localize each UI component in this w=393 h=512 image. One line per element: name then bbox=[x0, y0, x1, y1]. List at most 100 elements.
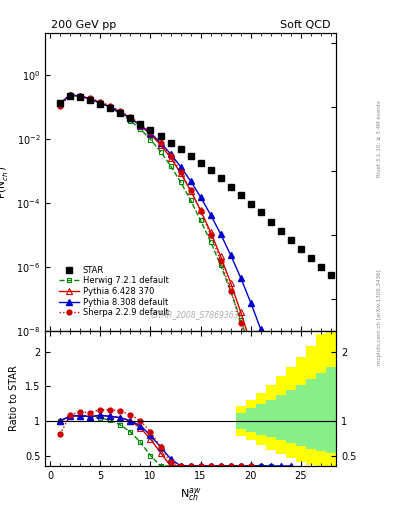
Sherpa 2.2.9 default bbox=[239, 319, 243, 326]
Pythia 8.308 default bbox=[78, 93, 83, 99]
STAR bbox=[88, 97, 93, 103]
Y-axis label: Ratio to STAR: Ratio to STAR bbox=[9, 366, 19, 431]
Sherpa 2.2.9 default bbox=[78, 93, 83, 99]
Pythia 8.308 default bbox=[108, 104, 113, 110]
STAR bbox=[329, 272, 333, 278]
Pythia 8.308 default bbox=[168, 151, 173, 157]
STAR bbox=[158, 133, 163, 139]
Herwig 7.2.1 default bbox=[168, 163, 173, 169]
Herwig 7.2.1 default bbox=[219, 262, 223, 268]
STAR bbox=[239, 192, 243, 198]
Herwig 7.2.1 default bbox=[198, 218, 203, 224]
Herwig 7.2.1 default bbox=[108, 105, 113, 111]
Sherpa 2.2.9 default bbox=[219, 258, 223, 264]
Sherpa 2.2.9 default bbox=[148, 129, 153, 135]
STAR bbox=[279, 227, 283, 233]
Text: Rivet 3.1.10; ≥ 3.4M events: Rivet 3.1.10; ≥ 3.4M events bbox=[377, 100, 382, 177]
Text: mcplots.cern.ch [arXiv:1306.3436]: mcplots.cern.ch [arXiv:1306.3436] bbox=[377, 270, 382, 365]
STAR bbox=[148, 127, 153, 133]
Sherpa 2.2.9 default bbox=[158, 140, 163, 146]
Pythia 6.428 370 bbox=[88, 96, 93, 102]
Herwig 7.2.1 default bbox=[228, 288, 233, 294]
STAR bbox=[98, 101, 103, 107]
Pythia 8.308 default bbox=[188, 178, 193, 184]
X-axis label: N$_{ch}^{aw}$: N$_{ch}^{aw}$ bbox=[180, 486, 201, 503]
Sherpa 2.2.9 default bbox=[188, 187, 193, 193]
Line: Sherpa 2.2.9 default: Sherpa 2.2.9 default bbox=[58, 92, 253, 359]
Pythia 8.308 default bbox=[98, 100, 103, 106]
Herwig 7.2.1 default bbox=[188, 197, 193, 203]
Pythia 8.308 default bbox=[208, 212, 213, 218]
Text: 200 GeV pp: 200 GeV pp bbox=[51, 20, 116, 30]
Herwig 7.2.1 default bbox=[68, 92, 73, 98]
Pythia 6.428 370 bbox=[78, 93, 83, 99]
Sherpa 2.2.9 default bbox=[128, 114, 133, 120]
STAR bbox=[178, 146, 183, 153]
Herwig 7.2.1 default bbox=[239, 317, 243, 323]
Herwig 7.2.1 default bbox=[259, 379, 263, 385]
Pythia 6.428 370 bbox=[108, 104, 113, 110]
Pythia 6.428 370 bbox=[138, 122, 143, 129]
STAR bbox=[259, 209, 263, 216]
STAR bbox=[208, 167, 213, 173]
Herwig 7.2.1 default bbox=[118, 111, 123, 117]
Pythia 6.428 370 bbox=[259, 374, 263, 380]
Text: (STAR_2008_S7869363): (STAR_2008_S7869363) bbox=[151, 310, 242, 319]
Sherpa 2.2.9 default bbox=[108, 103, 113, 109]
Text: Soft QCD: Soft QCD bbox=[280, 20, 330, 30]
Line: Pythia 8.308 default: Pythia 8.308 default bbox=[57, 92, 294, 425]
Pythia 6.428 370 bbox=[158, 142, 163, 148]
Pythia 8.308 default bbox=[138, 122, 143, 128]
Line: Herwig 7.2.1 default: Herwig 7.2.1 default bbox=[58, 93, 273, 419]
Herwig 7.2.1 default bbox=[208, 239, 213, 245]
STAR bbox=[58, 100, 62, 106]
Pythia 8.308 default bbox=[248, 300, 253, 306]
Pythia 6.428 370 bbox=[248, 340, 253, 347]
Herwig 7.2.1 default bbox=[148, 137, 153, 143]
Pythia 8.308 default bbox=[228, 252, 233, 258]
STAR bbox=[108, 105, 113, 111]
Pythia 8.308 default bbox=[68, 92, 73, 98]
STAR bbox=[309, 255, 313, 261]
Herwig 7.2.1 default bbox=[158, 148, 163, 155]
Herwig 7.2.1 default bbox=[268, 414, 273, 420]
Sherpa 2.2.9 default bbox=[98, 99, 103, 105]
STAR bbox=[68, 93, 73, 99]
Sherpa 2.2.9 default bbox=[58, 103, 62, 109]
Sherpa 2.2.9 default bbox=[168, 153, 173, 159]
STAR bbox=[228, 184, 233, 190]
Sherpa 2.2.9 default bbox=[248, 354, 253, 360]
Pythia 8.308 default bbox=[148, 130, 153, 136]
Pythia 6.428 370 bbox=[128, 115, 133, 121]
Pythia 8.308 default bbox=[158, 140, 163, 146]
Herwig 7.2.1 default bbox=[178, 179, 183, 185]
Pythia 6.428 370 bbox=[68, 92, 73, 98]
Pythia 8.308 default bbox=[88, 96, 93, 102]
Pythia 8.308 default bbox=[128, 115, 133, 121]
Herwig 7.2.1 default bbox=[58, 100, 62, 106]
Pythia 6.428 370 bbox=[198, 207, 203, 214]
Pythia 6.428 370 bbox=[178, 170, 183, 176]
Pythia 8.308 default bbox=[58, 100, 62, 106]
Pythia 6.428 370 bbox=[239, 309, 243, 315]
Herwig 7.2.1 default bbox=[248, 347, 253, 353]
Sherpa 2.2.9 default bbox=[178, 168, 183, 175]
Herwig 7.2.1 default bbox=[88, 96, 93, 102]
Pythia 6.428 370 bbox=[228, 280, 233, 286]
Sherpa 2.2.9 default bbox=[88, 95, 93, 101]
STAR bbox=[299, 246, 303, 252]
Line: Pythia 6.428 370: Pythia 6.428 370 bbox=[57, 92, 264, 380]
Pythia 8.308 default bbox=[279, 386, 283, 392]
Sherpa 2.2.9 default bbox=[208, 232, 213, 238]
Pythia 8.308 default bbox=[268, 355, 273, 361]
Herwig 7.2.1 default bbox=[128, 118, 133, 124]
Pythia 6.428 370 bbox=[98, 100, 103, 106]
Pythia 8.308 default bbox=[118, 109, 123, 115]
Sherpa 2.2.9 default bbox=[68, 92, 73, 98]
Line: STAR: STAR bbox=[57, 93, 334, 278]
Pythia 8.308 default bbox=[198, 194, 203, 200]
Pythia 8.308 default bbox=[288, 419, 293, 425]
Pythia 6.428 370 bbox=[188, 187, 193, 194]
Legend: STAR, Herwig 7.2.1 default, Pythia 6.428 370, Pythia 8.308 default, Sherpa 2.2.9: STAR, Herwig 7.2.1 default, Pythia 6.428… bbox=[55, 262, 172, 321]
STAR bbox=[138, 121, 143, 127]
